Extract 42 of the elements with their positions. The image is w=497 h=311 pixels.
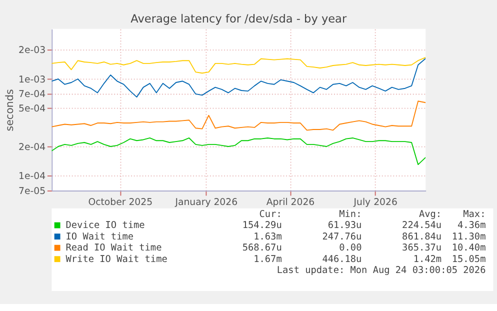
line-series bbox=[52, 138, 426, 166]
y-tick-label: 7e-04 bbox=[18, 89, 46, 100]
text: Last update: Mon Aug 24 03:00:05 2026 bbox=[276, 265, 486, 276]
text: 247.76u bbox=[322, 231, 362, 242]
text: 15.05m bbox=[452, 254, 486, 265]
y-tick-label: 5e-04 bbox=[18, 103, 46, 114]
x-tick-label: January 2026 bbox=[174, 197, 238, 208]
text: Max: bbox=[463, 208, 486, 220]
line-series bbox=[52, 58, 426, 98]
x-tick-label: October 2025 bbox=[88, 197, 153, 208]
y-tick-label: 2e-03 bbox=[18, 45, 46, 56]
y-axis-title: seconds bbox=[4, 89, 16, 132]
y-tick-label: 7e-05 bbox=[18, 186, 46, 197]
text: 224.54u bbox=[402, 220, 442, 232]
legend-label: Write IO Wait time bbox=[66, 254, 168, 265]
text: 446.18u bbox=[322, 254, 362, 265]
text: 4.36m bbox=[457, 220, 486, 232]
text: 61.93u bbox=[328, 220, 362, 232]
line-series bbox=[52, 57, 426, 74]
text: 11.30m bbox=[452, 231, 486, 242]
text: 365.37u bbox=[402, 242, 442, 254]
text: 154.29u bbox=[242, 220, 282, 232]
line-series bbox=[52, 100, 426, 131]
chart-title: Average latency for /dev/sda - by year bbox=[130, 12, 347, 26]
x-tick-label: April 2026 bbox=[266, 197, 315, 208]
text: 10.40m bbox=[452, 242, 486, 254]
legend-label: Device IO time bbox=[66, 220, 146, 232]
legend-label: IO Wait time bbox=[66, 231, 134, 242]
y-tick-label: 1e-04 bbox=[18, 170, 46, 182]
text: 861.84u bbox=[402, 231, 442, 242]
text: 0.00 bbox=[339, 242, 362, 254]
text: 1.67m bbox=[254, 254, 282, 265]
text: 1.63m bbox=[254, 231, 282, 242]
text: 568.67u bbox=[242, 242, 282, 254]
x-tick-label: July 2026 bbox=[352, 197, 398, 208]
y-tick-label: 1e-03 bbox=[18, 74, 46, 86]
legend-label: Read IO Wait time bbox=[66, 242, 162, 254]
text: Cur: bbox=[259, 208, 282, 220]
text: 1.42m bbox=[413, 254, 442, 265]
y-tick-label: 2e-04 bbox=[18, 142, 46, 153]
text: Avg: bbox=[418, 208, 442, 220]
text: Min: bbox=[339, 208, 362, 220]
